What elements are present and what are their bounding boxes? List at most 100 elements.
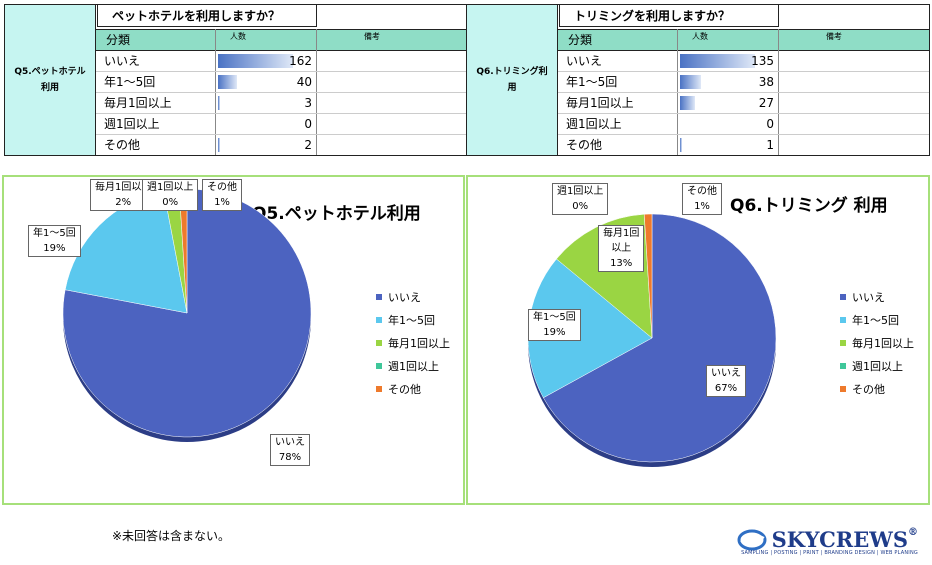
legend-swatch: [840, 385, 846, 392]
legend-item: 毎月1回以上: [376, 331, 450, 354]
row-category: その他: [566, 138, 603, 152]
row-count-bar: [218, 75, 237, 89]
legend-item: 週1回以上: [376, 354, 450, 377]
table-row: 週1回以上 0: [96, 114, 467, 134]
legend-item: 年1～5回: [376, 308, 450, 331]
row-count: 38: [758, 75, 774, 89]
row-count: 2: [304, 138, 312, 152]
legend-item: その他: [376, 377, 450, 400]
table-row: いいえ 135: [558, 51, 929, 71]
chart-panel-q6: Q6.トリミング 利用 いいえ年1～5回毎月1回以上 週1回以上その他 週1回以上…: [466, 175, 930, 505]
legend-label: 年1～5回: [388, 313, 435, 327]
legend-item: 週1回以上: [840, 354, 914, 377]
legend-label: 週1回以上: [388, 359, 439, 373]
data-label-weekly: 週1回以上 0%: [142, 179, 199, 211]
col-note: 備考: [364, 32, 380, 41]
pie-chart-q6: [527, 213, 777, 467]
legend-label: 週1回以上: [852, 359, 903, 373]
legend-item: いいえ: [376, 285, 450, 308]
table-row: 週1回以上 0: [558, 114, 929, 134]
col-count: 人数: [230, 32, 246, 41]
legend-swatch: [840, 316, 846, 323]
table-row: その他 2: [96, 135, 467, 155]
logo-registered: ®: [908, 527, 918, 538]
legend-item: いいえ: [840, 285, 914, 308]
table-side-label: Q5.ペットホテル 利用: [5, 5, 96, 155]
col-category: 分類: [568, 33, 593, 47]
row-count-bar: [680, 75, 702, 89]
col-category: 分類: [106, 33, 131, 47]
chart-title: Q6.トリミング 利用: [730, 196, 888, 216]
row-category: いいえ: [566, 54, 603, 68]
legend-label: いいえ: [852, 290, 885, 304]
legend-label: 年1～5回: [852, 313, 899, 327]
table-q5: Q5.ペットホテル 利用 ペットホテルを利用しますか？ 分類 人数 備考 いいえ 1…: [4, 4, 468, 156]
row-count: 27: [758, 96, 774, 110]
row-count: 135: [751, 54, 774, 68]
col-count: 人数: [692, 32, 708, 41]
table-header: 分類 人数 備考: [96, 29, 467, 51]
row-count-bar: [680, 54, 755, 68]
row-category: 週1回以上: [566, 117, 622, 131]
pie-slice-0: [542, 213, 777, 463]
legend-item: 毎月1回以上: [840, 331, 914, 354]
data-label-no: いいえ 67%: [706, 365, 746, 397]
row-category: 毎月1回以上: [104, 96, 172, 110]
legend-swatch: [840, 293, 846, 300]
row-count-bar: [218, 54, 293, 68]
row-count: 40: [296, 75, 312, 89]
row-count-bar: [218, 138, 220, 152]
table-title: ペットホテルを利用しますか？: [97, 5, 317, 27]
row-category: 年1～5回: [566, 75, 618, 89]
row-category: 年1～5回: [104, 75, 156, 89]
legend-label: その他: [388, 382, 421, 396]
data-label-weekly: 週1回以上 0%: [552, 183, 609, 215]
table-q6: Q6.トリミング利用 トリミングを利用しますか？ 分類 人数 備考 いいえ 135…: [466, 4, 930, 156]
chart-legend: いいえ年1～5回毎月1回以上 週1回以上その他: [376, 285, 450, 400]
footnote: ※未回答は含まない。: [112, 529, 231, 543]
row-category: その他: [104, 138, 141, 152]
legend-label: 毎月1回以上: [852, 336, 914, 350]
table-side-label: Q6.トリミング利用: [467, 5, 558, 155]
data-label-no: いいえ 78%: [270, 434, 310, 466]
chart-title: Q5.ペットホテル利用: [252, 204, 421, 224]
skycrews-logo: SKYCREWS® SAMPLING | POSTING | PRINT | B…: [737, 527, 918, 556]
legend-swatch: [840, 339, 846, 346]
pie-chart-q5: [62, 188, 312, 442]
data-label-monthly: 毎月1回 以上 13%: [598, 225, 645, 272]
table-row: いいえ 162: [96, 51, 467, 71]
data-label-other: その他 1%: [682, 183, 722, 215]
row-count: 0: [766, 117, 774, 131]
row-count: 3: [304, 96, 312, 110]
row-count: 0: [304, 117, 312, 131]
data-label-yearly: 年1～5回 19%: [528, 309, 581, 341]
legend-label: いいえ: [388, 290, 421, 304]
chart-legend: いいえ年1～5回毎月1回以上 週1回以上その他: [840, 285, 914, 400]
logo-mark-icon: [737, 529, 766, 550]
table-row: 毎月1回以上 3: [96, 93, 467, 113]
legend-swatch: [376, 362, 382, 369]
table-header: 分類 人数 備考: [558, 29, 929, 51]
legend-item: 年1～5回: [840, 308, 914, 331]
logo-name: SKYCREWS: [771, 527, 908, 552]
row-category: 毎月1回以上: [566, 96, 634, 110]
legend-swatch: [376, 293, 382, 300]
legend-label: その他: [852, 382, 885, 396]
legend-swatch: [376, 339, 382, 346]
table-title: トリミングを利用しますか？: [559, 5, 779, 27]
row-count-bar: [218, 96, 220, 110]
legend-label: 毎月1回以上: [388, 336, 450, 350]
row-count: 162: [289, 54, 312, 68]
table-row: 毎月1回以上 27: [558, 93, 929, 113]
row-count: 1: [766, 138, 774, 152]
legend-swatch: [376, 316, 382, 323]
row-count-bar: [680, 96, 695, 110]
legend-swatch: [376, 385, 382, 392]
table-row: 年1～5回 40: [96, 72, 467, 92]
logo-tagline: SAMPLING | POSTING | PRINT | BRANDING DE…: [741, 550, 918, 556]
row-category: 週1回以上: [104, 117, 160, 131]
row-count-bar: [680, 138, 682, 152]
col-note: 備考: [826, 32, 842, 41]
chart-panel-q5: Q5.ペットホテル利用 いいえ年1～5回毎月1回以上 週1回以上その他 年1～5回…: [2, 175, 465, 505]
table-row: 年1～5回 38: [558, 72, 929, 92]
